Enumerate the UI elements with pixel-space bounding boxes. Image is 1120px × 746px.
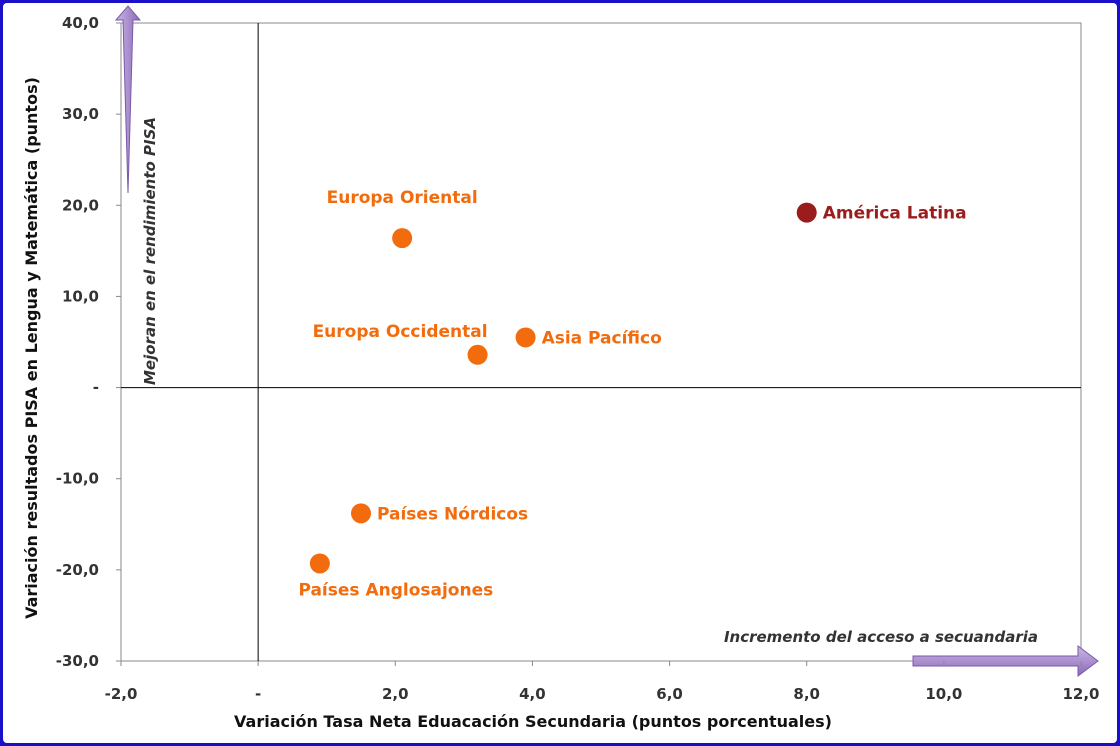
data-point [351, 503, 371, 524]
plot-area [120, 22, 1082, 662]
x-tick-labels: -2,0-2,0 4,0 6,0 8,0 10,0 12,0 [105, 661, 1100, 703]
x-tick-label: 8,0 [793, 685, 820, 703]
data-point-label: Asia Pacífico [542, 328, 662, 348]
x-tick-label: 2,0 [382, 685, 409, 703]
x-arrow-annotation: Incremento del acceso a secuandaria [724, 628, 1038, 646]
data-point-label: Europa Oriental [327, 188, 478, 208]
y-tick-label: 10,0 [62, 287, 99, 305]
y-tick-label: 20,0 [62, 196, 99, 214]
data-point-label: América Latina [823, 204, 967, 224]
y-improvement-arrow [114, 5, 142, 194]
x-tick-label: -2,0 [105, 685, 138, 703]
y-tick-label: - [93, 379, 99, 397]
data-point [309, 553, 330, 574]
x-tick-label: 10,0 [925, 685, 962, 703]
scatter-chart: Mejoran en el rendimiento PISA Increment… [22, 5, 1100, 731]
data-point [796, 202, 817, 223]
x-access-arrow [912, 645, 1099, 677]
chart-frame: Mejoran en el rendimiento PISA Increment… [3, 3, 1117, 743]
y-tick-label: -20,0 [56, 561, 99, 579]
x-tick-label: 4,0 [519, 685, 546, 703]
data-point [392, 228, 413, 249]
y-tick-labels: 40,0 30,0 20,0 10,0 - -10,0 -20,0 -30,0 [56, 14, 121, 670]
y-tick-label: 40,0 [62, 14, 99, 32]
data-point-label: Países Anglosajones [298, 580, 493, 600]
x-tick-label: 6,0 [656, 685, 683, 703]
data-point [467, 344, 488, 365]
y-tick-label: 30,0 [62, 105, 99, 123]
x-tick-label: 12,0 [1062, 685, 1099, 703]
data-points: Europa Oriental América Latina Europa Occi… [298, 188, 966, 600]
data-point [515, 327, 536, 348]
y-tick-label: -10,0 [56, 470, 99, 488]
data-point-label: Países Nórdicos [377, 504, 528, 524]
y-arrow-annotation: Mejoran en el rendimiento PISA [141, 117, 159, 385]
x-tick-label: - [255, 685, 261, 703]
y-axis-title: Variación resultados PISA en Lengua y Ma… [22, 77, 41, 619]
y-tick-label: -30,0 [56, 652, 99, 670]
data-point-label: Europa Occidental [313, 322, 488, 342]
x-axis-title: Variación Tasa Neta Eduacación Secundari… [234, 712, 832, 731]
